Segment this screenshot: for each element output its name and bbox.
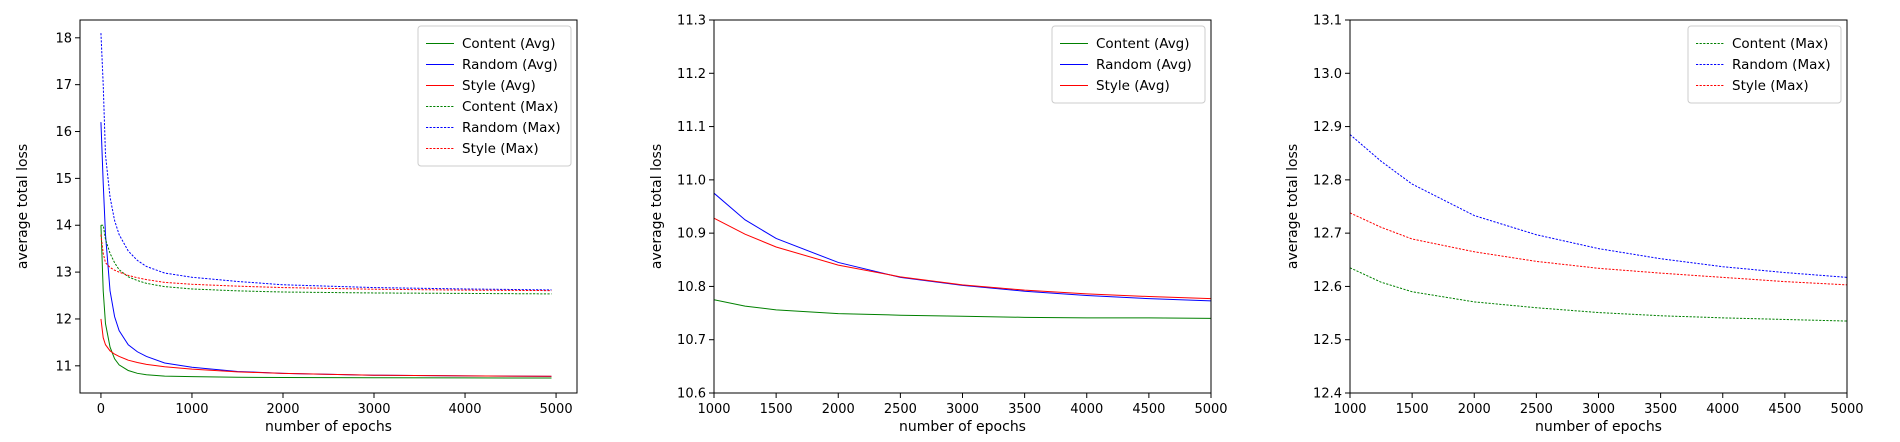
y-tick-label: 11.3: [677, 14, 706, 29]
legend-label-1: Content (Avg): [1096, 36, 1190, 52]
series-line-6: [100, 234, 552, 292]
x-axis-label: number of epochs: [1535, 419, 1662, 435]
x-axis-label: number of epochs: [899, 419, 1026, 435]
x-tick-label: 1000: [1333, 402, 1366, 417]
y-axis-label: average total loss: [15, 144, 31, 269]
y-tick-label: 12.5: [1313, 333, 1342, 348]
y-tick-label: 15: [55, 172, 72, 187]
legend-box: [1687, 25, 1842, 104]
x-tick-label: 1000: [175, 402, 208, 417]
legend-box: [1051, 25, 1206, 104]
y-tick-label: 12.7: [1313, 227, 1342, 242]
series-line-2: [714, 192, 1211, 302]
legend-label-3: Style (Max): [1732, 78, 1809, 94]
y-tick-label: 11.2: [677, 67, 706, 82]
series-line-2: [1350, 134, 1847, 278]
x-axis-label: number of epochs: [265, 419, 392, 435]
x-tick-label: 4500: [1768, 402, 1801, 417]
y-tick-label: 16: [55, 125, 72, 140]
x-tick-label: 1500: [760, 402, 793, 417]
x-tick-label: 3500: [1008, 402, 1041, 417]
legend: Content (Avg) Random (Avg) Style (Avg): [1051, 25, 1206, 104]
series-lines: [100, 33, 552, 379]
y-tick-label: 13.1: [1313, 14, 1342, 29]
x-tick-label: 2000: [266, 402, 299, 417]
y-tick-label: 13.0: [1313, 67, 1342, 82]
y-tick-label: 12.4: [1313, 387, 1342, 402]
legend-label-5: Random (Max): [462, 120, 561, 136]
legend-box: [417, 25, 572, 167]
legend-label-1: Content (Avg): [462, 36, 556, 52]
legend-label-6: Style (Max): [462, 141, 539, 157]
series-lines: [714, 192, 1211, 319]
series-line-1: [100, 225, 552, 379]
y-tick-label: 12.6: [1313, 280, 1342, 295]
y-tick-label: 11.1: [677, 120, 706, 135]
legend-label-2: Random (Avg): [1096, 57, 1192, 73]
y-axis-label: average total loss: [649, 144, 665, 269]
legend-label-3: Style (Avg): [462, 78, 536, 94]
legend: Content (Avg) Random (Avg) Style (Avg) Cont…: [417, 25, 572, 167]
legend: Content (Max) Random (Max) Style (Max): [1687, 25, 1842, 104]
y-tick-label: 17: [55, 78, 72, 93]
x-tick-label: 2000: [822, 402, 855, 417]
series-line-3: [100, 318, 552, 377]
legend-label-2: Random (Avg): [462, 57, 558, 73]
y-tick-label: 13: [55, 266, 72, 281]
series-line-5: [100, 33, 552, 291]
x-tick-label: 1500: [1396, 402, 1429, 417]
x-tick-label: 4000: [1706, 402, 1739, 417]
x-tick-label: 5000: [540, 402, 573, 417]
x-tick-label: 3000: [357, 402, 390, 417]
y-tick-label: 10.9: [677, 227, 706, 242]
y-tick-label: 10.7: [677, 333, 706, 348]
x-tick-label: 1000: [697, 402, 730, 417]
chart-panel-2: 1000 1500 2000 2500 3000 3500 4000 4500 5000 10.6…: [649, 14, 1228, 436]
x-tick-label: 4000: [1070, 402, 1103, 417]
legend-label-4: Content (Max): [462, 99, 558, 115]
series-line-1: [714, 299, 1211, 319]
x-tick-label: 5000: [1830, 402, 1863, 417]
y-tick-label: 12.9: [1313, 120, 1342, 135]
y-tick-label: 12.8: [1313, 173, 1342, 188]
y-tick-label: 14: [55, 219, 72, 234]
series-lines: [1350, 134, 1847, 322]
x-tick-label: 4000: [448, 402, 481, 417]
y-tick-label: 12: [55, 312, 72, 327]
axes-frame: [79, 19, 578, 394]
y-tick-label: 18: [55, 31, 72, 46]
y-tick-label: 11.0: [677, 173, 706, 188]
x-tick-label: 3500: [1644, 402, 1677, 417]
y-tick-label: 10.6: [677, 387, 706, 402]
series-line-3: [714, 217, 1211, 300]
legend-label-1: Content (Max): [1732, 36, 1828, 52]
x-tick-label: 5000: [1194, 402, 1227, 417]
y-axis-label: average total loss: [1285, 144, 1301, 269]
x-tick-label: 2500: [884, 402, 917, 417]
y-tick-label: 10.8: [677, 280, 706, 295]
x-tick-label: 2000: [1458, 402, 1491, 417]
legend-label-2: Random (Max): [1732, 57, 1831, 73]
chart-panel-3: 1000 1500 2000 2500 3000 3500 4000 4500 5000 12.4…: [1285, 14, 1864, 436]
x-tick-label: 0: [97, 402, 105, 417]
series-line-1: [1350, 267, 1847, 322]
chart-panel-1: 0 1000 2000 3000 4000 5000 11 12 13 14 15 16 17 18 num…: [15, 19, 578, 435]
legend-label-3: Style (Avg): [1096, 78, 1170, 94]
x-tick-label: 3000: [946, 402, 979, 417]
series-line-3: [1350, 212, 1847, 286]
x-tick-label: 4500: [1132, 402, 1165, 417]
x-tick-label: 3000: [1582, 402, 1615, 417]
x-tick-label: 2500: [1520, 402, 1553, 417]
y-tick-label: 11: [55, 359, 72, 374]
series-line-4: [100, 224, 552, 295]
